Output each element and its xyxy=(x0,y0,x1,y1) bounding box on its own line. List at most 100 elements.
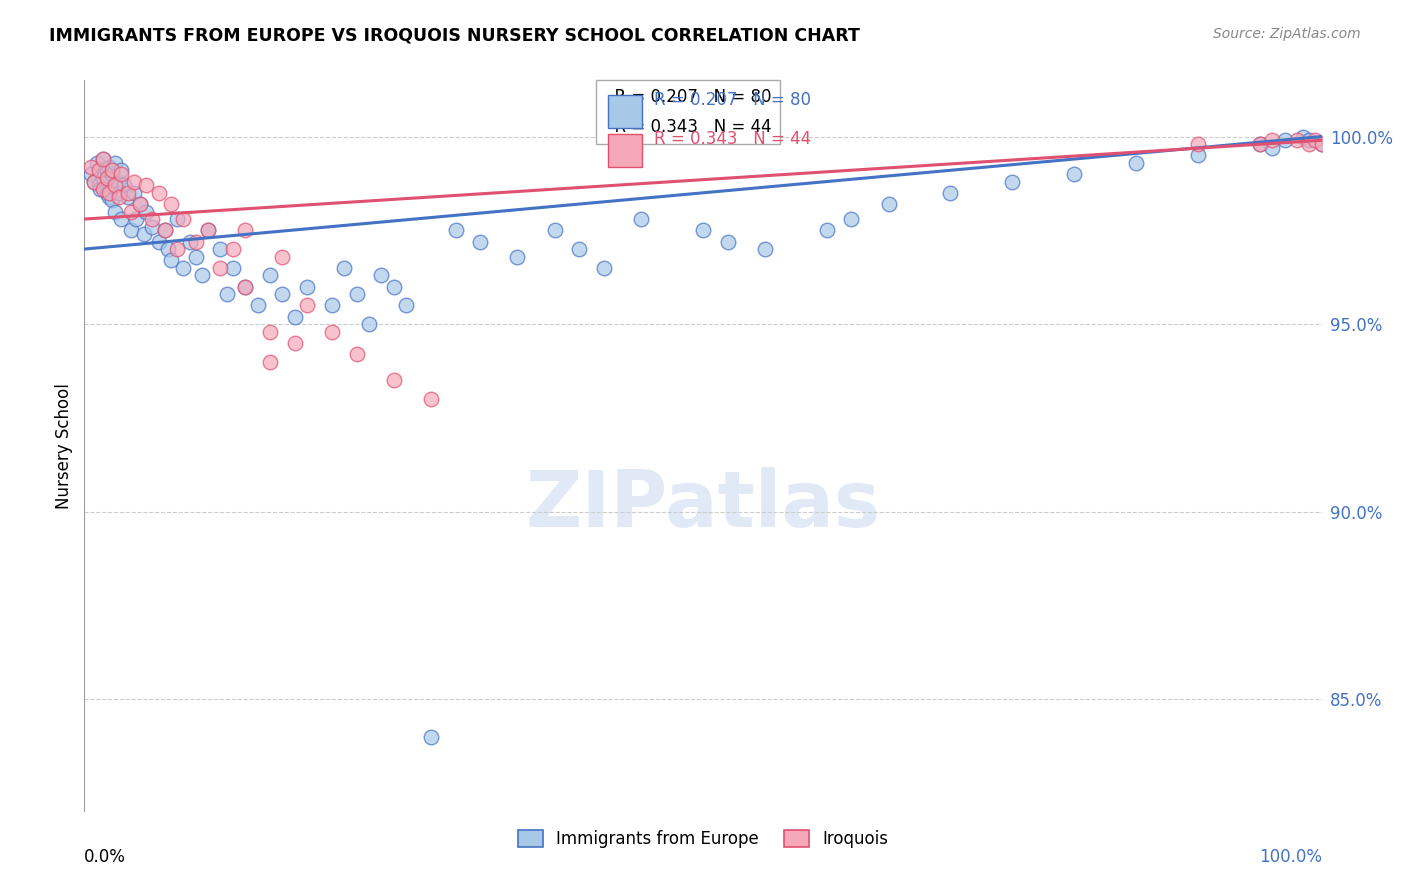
Point xyxy=(153,223,176,237)
Text: 100.0%: 100.0% xyxy=(1258,848,1322,866)
Point xyxy=(96,163,118,178)
Point xyxy=(89,178,111,193)
Point xyxy=(86,156,108,170)
Point xyxy=(506,250,529,264)
FancyBboxPatch shape xyxy=(607,95,643,128)
Point xyxy=(172,212,194,227)
Point xyxy=(96,186,118,200)
Point xyxy=(233,279,256,293)
Point xyxy=(222,260,245,275)
Point xyxy=(91,152,114,166)
Point xyxy=(98,186,121,200)
Point xyxy=(1310,136,1333,151)
Text: IMMIGRANTS FROM EUROPE VS IROQUOIS NURSERY SCHOOL CORRELATION CHART: IMMIGRANTS FROM EUROPE VS IROQUOIS NURSE… xyxy=(49,27,860,45)
Text: ZIPatlas: ZIPatlas xyxy=(526,467,880,542)
Point xyxy=(110,212,132,227)
Point xyxy=(321,298,343,312)
Point xyxy=(593,260,616,275)
Point xyxy=(1125,156,1147,170)
Point xyxy=(197,223,219,237)
Point xyxy=(382,279,405,293)
Point xyxy=(395,298,418,312)
Point xyxy=(96,170,118,185)
Point xyxy=(197,223,219,237)
Point xyxy=(117,189,139,203)
Point xyxy=(841,212,863,227)
Point xyxy=(157,242,180,256)
Point xyxy=(91,152,114,166)
Point xyxy=(357,317,380,331)
Point xyxy=(100,167,122,181)
Point xyxy=(346,287,368,301)
Point xyxy=(246,298,269,312)
Point xyxy=(191,268,214,283)
Point xyxy=(419,730,441,744)
Point xyxy=(370,268,392,283)
Point xyxy=(160,253,183,268)
Point xyxy=(333,260,356,275)
Point xyxy=(79,160,101,174)
Point xyxy=(939,186,962,200)
Point xyxy=(79,167,101,181)
Point xyxy=(1292,129,1315,144)
FancyBboxPatch shape xyxy=(607,134,643,167)
Point xyxy=(129,197,152,211)
Point xyxy=(295,298,318,312)
Point xyxy=(1285,133,1308,147)
Text: R = 0.343   N = 44: R = 0.343 N = 44 xyxy=(654,130,811,148)
Point xyxy=(117,186,139,200)
Point xyxy=(444,223,467,237)
Point xyxy=(125,212,148,227)
Point xyxy=(172,260,194,275)
Point xyxy=(89,163,111,178)
Point xyxy=(153,223,176,237)
Point xyxy=(1305,133,1327,147)
Point xyxy=(543,223,565,237)
Point xyxy=(1298,133,1320,147)
Text: R = 0.207   N = 80: R = 0.207 N = 80 xyxy=(654,91,810,109)
Point xyxy=(160,197,183,211)
Point xyxy=(107,175,129,189)
Point xyxy=(120,204,142,219)
Point xyxy=(1261,141,1284,155)
Point xyxy=(104,204,127,219)
Point xyxy=(382,373,405,387)
Point xyxy=(104,178,127,193)
Point xyxy=(98,189,121,203)
Point xyxy=(1187,148,1209,162)
Point xyxy=(1310,136,1333,151)
Point xyxy=(233,279,256,293)
Text: R = 0.207   N = 80
  R = 0.343   N = 44: R = 0.207 N = 80 R = 0.343 N = 44 xyxy=(605,88,772,136)
Point xyxy=(135,178,157,193)
Point xyxy=(83,175,105,189)
Point xyxy=(877,197,900,211)
Legend: Immigrants from Europe, Iroquois: Immigrants from Europe, Iroquois xyxy=(512,823,894,855)
Point xyxy=(1063,167,1085,181)
Point xyxy=(132,227,155,241)
Point xyxy=(259,354,281,368)
Point xyxy=(470,235,492,249)
Point xyxy=(184,250,207,264)
Point xyxy=(1249,136,1271,151)
Point xyxy=(692,223,714,237)
Point xyxy=(295,279,318,293)
Point xyxy=(1274,133,1296,147)
Point xyxy=(284,310,307,324)
Point xyxy=(98,160,121,174)
Point xyxy=(215,287,238,301)
Point xyxy=(630,212,652,227)
Point xyxy=(103,178,125,193)
Point xyxy=(1187,136,1209,151)
Point xyxy=(122,186,145,200)
Point xyxy=(259,325,281,339)
Point xyxy=(110,163,132,178)
Point xyxy=(129,197,152,211)
Point xyxy=(1298,136,1320,151)
Point xyxy=(419,392,441,406)
Point xyxy=(568,242,591,256)
Point xyxy=(179,235,201,249)
Point xyxy=(141,212,163,227)
Point xyxy=(184,235,207,249)
Point xyxy=(166,212,188,227)
Point xyxy=(108,186,131,200)
